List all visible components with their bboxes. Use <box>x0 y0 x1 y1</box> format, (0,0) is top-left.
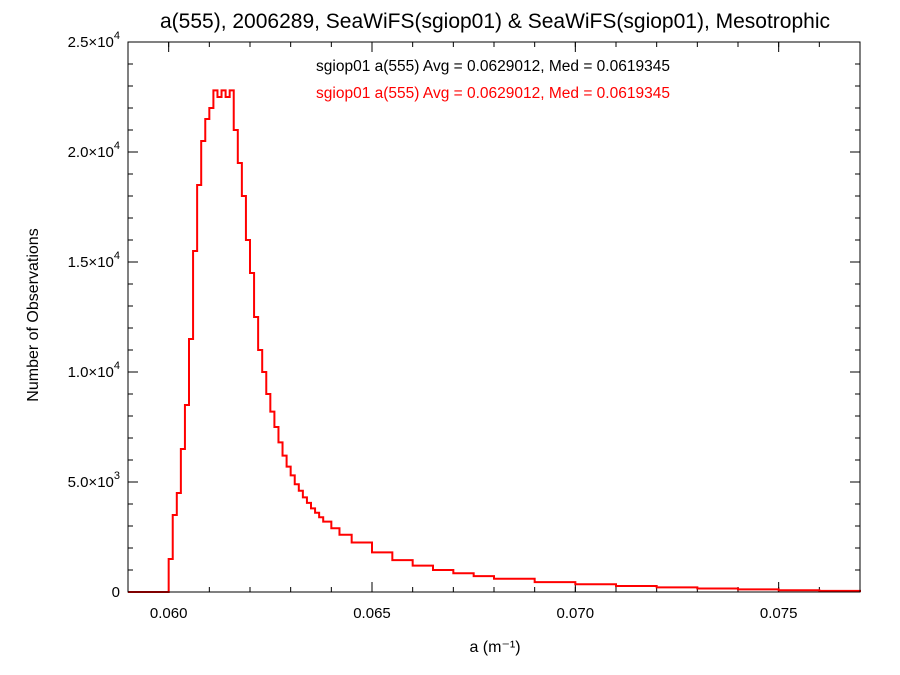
y-tick-exponent: 4 <box>114 140 120 152</box>
y-tick-label: 1.0×104 <box>68 360 120 381</box>
y-tick-label: 5.0×103 <box>68 470 120 491</box>
y-tick-exponent: 4 <box>114 250 120 262</box>
plot-area <box>128 89 861 593</box>
histogram-series-line <box>128 89 861 593</box>
y-tick-mantissa: 5.0×10 <box>68 474 114 491</box>
plot-frame <box>127 41 861 593</box>
y-axis-label: Number of Observations <box>25 228 42 401</box>
x-axis-label: a (m⁻¹) <box>469 639 520 656</box>
x-tick-label: 0.060 <box>150 605 188 622</box>
x-tick-label: 0.070 <box>557 605 595 622</box>
y-tick-mantissa: 0 <box>112 584 120 601</box>
x-tick-label: 0.075 <box>760 605 798 622</box>
tick-labels: 0.060 0.065 0.070 0.07505.0×1031.0×1041.5×1… <box>68 30 798 622</box>
y-tick-mantissa: 1.0×10 <box>68 364 114 381</box>
y-tick-mantissa: 1.5×10 <box>68 254 114 271</box>
y-tick-label: 2.0×104 <box>68 140 120 161</box>
y-tick-mantissa: 2.0×10 <box>68 144 114 161</box>
y-tick-label: 1.5×104 <box>68 250 120 271</box>
y-tick-exponent: 4 <box>114 30 120 42</box>
chart-title: a(555), 2006289, SeaWiFS(sgiop01) & SeaW… <box>160 10 830 33</box>
y-tick-mantissa: 2.5×10 <box>68 34 114 51</box>
axis-ticks <box>127 41 861 593</box>
y-tick-label: 2.5×104 <box>68 30 120 51</box>
y-tick-label: 0 <box>112 584 120 601</box>
y-tick-exponent: 3 <box>114 470 120 482</box>
x-tick-label: 0.065 <box>353 605 391 622</box>
y-tick-exponent: 4 <box>114 360 120 372</box>
annotation-black: sgiop01 a(555) Avg = 0.0629012, Med = 0.… <box>316 58 670 75</box>
annotation-red: sgiop01 a(555) Avg = 0.0629012, Med = 0.… <box>316 85 670 102</box>
